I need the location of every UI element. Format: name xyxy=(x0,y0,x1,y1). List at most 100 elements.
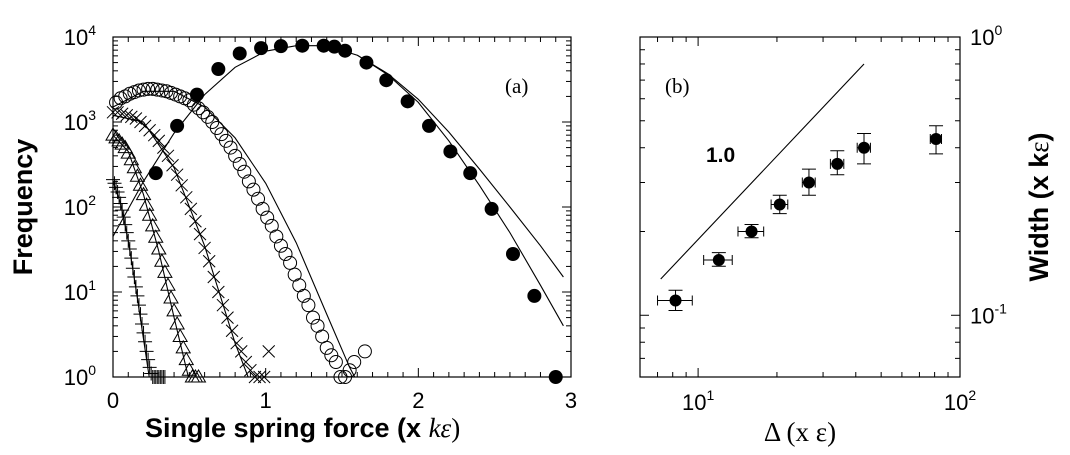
data-point-open-circle xyxy=(237,164,252,179)
data-point-open-circle xyxy=(228,148,243,163)
panel-a-y-tick-label-exponent: 3 xyxy=(88,107,96,123)
panel-b-y-axis-title: Width (x kε) xyxy=(1024,132,1054,281)
data-point-open-circle xyxy=(251,191,266,206)
panel-a-x-tick-labels: 0 1 2 3 xyxy=(107,388,577,413)
data-point-cross xyxy=(111,105,124,119)
data-point-cross xyxy=(221,311,234,324)
data-point-filled-circle xyxy=(170,118,185,133)
data-point-triangle xyxy=(175,339,192,354)
data-point-triangle xyxy=(138,197,155,211)
data-point-filled-circle xyxy=(422,118,437,133)
panel-a-x-tick-label: 0 xyxy=(107,388,119,413)
data-point-filled-circle xyxy=(527,288,542,303)
data-point-open-circle xyxy=(191,101,206,116)
panel-b-y-axis-title-unit: ε xyxy=(1024,141,1054,152)
data-point-open-circle xyxy=(273,238,288,253)
data-point-filled-circle xyxy=(148,166,163,181)
data-point-open-circle xyxy=(260,210,275,225)
data-point-plus xyxy=(112,190,127,205)
data-point-triangle xyxy=(129,168,146,182)
data-point-open-circle xyxy=(319,340,334,355)
panel-b-slope-label: 1.0 xyxy=(706,144,735,167)
data-point-plus xyxy=(136,325,151,340)
data-point-plus xyxy=(127,270,142,285)
data-point-plus xyxy=(122,242,137,257)
slope-reference-line xyxy=(660,63,865,280)
panel-a-ticks xyxy=(112,37,572,378)
panel-a-y-tick-label-base: 10 xyxy=(64,365,88,390)
data-point-triangle xyxy=(169,316,185,330)
data-point-cross xyxy=(124,110,138,124)
data-point-cross xyxy=(244,363,257,377)
panel-a-y-tick-label: 103 xyxy=(64,107,96,135)
data-point-cross xyxy=(157,141,170,154)
data-point-cross xyxy=(184,202,198,216)
data-point-cross xyxy=(257,370,271,384)
data-point-cross xyxy=(234,345,248,358)
panel-b-x-axis-title: Δ (x ε) xyxy=(764,417,836,447)
panel-a-x-tick-label: 1 xyxy=(260,388,272,413)
data-point-filled-circle xyxy=(443,144,458,159)
panel-b-x-tick-label-base: 10 xyxy=(944,390,968,415)
data-point-plus xyxy=(110,185,125,200)
panel-b-x-tick-label: 102 xyxy=(944,387,976,415)
data-point-open-circle xyxy=(232,157,247,172)
data-point-plus xyxy=(135,317,150,332)
data-point-open-circle xyxy=(118,89,133,104)
data-point-open-circle xyxy=(255,201,270,216)
data-point-plus xyxy=(138,334,153,349)
fit-curve-cross xyxy=(113,114,249,377)
fit-curve-triangle xyxy=(113,134,189,377)
data-point-cross xyxy=(152,134,166,148)
data-point-filled-circle xyxy=(254,41,269,56)
panel-b-y-tick-label: 10-1 xyxy=(970,300,1007,328)
data-point-triangle xyxy=(144,217,161,232)
panel-b-x-tick-label-exponent: 2 xyxy=(968,387,976,403)
data-point-triangle xyxy=(172,328,189,342)
panel-a-y-tick-label: 102 xyxy=(64,192,96,220)
panel-a-x-tick-label: 2 xyxy=(412,388,424,413)
data-point-filled-circle xyxy=(930,132,943,145)
data-point-cross xyxy=(253,370,266,384)
data-point-plus xyxy=(107,176,122,191)
data-point-triangle xyxy=(111,132,127,147)
panel-a-x-axis-title: Single spring force (x kε) xyxy=(145,413,460,443)
panel-a-y-tick-label: 101 xyxy=(64,277,96,305)
data-point-filled-circle xyxy=(327,39,342,54)
data-point-open-circle xyxy=(342,363,357,378)
data-point-open-circle xyxy=(347,355,362,370)
panel-a-y-tick-label-base: 10 xyxy=(64,110,88,135)
panel-a-x-tick-label: 3 xyxy=(565,388,577,413)
data-point-plus xyxy=(116,210,131,225)
data-point-open-circle xyxy=(150,82,165,97)
data-point-cross xyxy=(147,128,161,142)
data-point-plus xyxy=(115,203,130,218)
panel-a-fit-curves xyxy=(113,45,564,377)
data-point-plus xyxy=(113,196,128,211)
data-point-cross xyxy=(248,370,262,384)
data-point-open-circle xyxy=(145,81,160,96)
data-point-plus xyxy=(130,288,145,303)
data-point-cross xyxy=(211,285,225,299)
data-point-triangle xyxy=(114,136,131,150)
data-point-triangle xyxy=(157,264,173,278)
data-point-filled-circle xyxy=(505,246,520,261)
data-point-plus xyxy=(142,360,157,375)
data-point-filled-circle xyxy=(211,62,226,77)
data-point-cross xyxy=(189,214,202,228)
data-point-filled-circle xyxy=(802,176,815,189)
panel-a-x-axis-title-unit: kε xyxy=(429,413,452,443)
data-point-triangle xyxy=(135,186,152,201)
panel-b-markers xyxy=(657,125,944,312)
data-point-open-circle xyxy=(296,288,311,303)
data-point-cross xyxy=(166,158,179,172)
data-point-cross xyxy=(230,336,244,350)
data-point-plus xyxy=(157,370,172,384)
data-point-open-circle xyxy=(333,370,348,384)
panel-a-frame xyxy=(112,36,572,378)
data-point-filled-circle xyxy=(379,73,394,88)
data-point-open-circle xyxy=(200,109,215,124)
